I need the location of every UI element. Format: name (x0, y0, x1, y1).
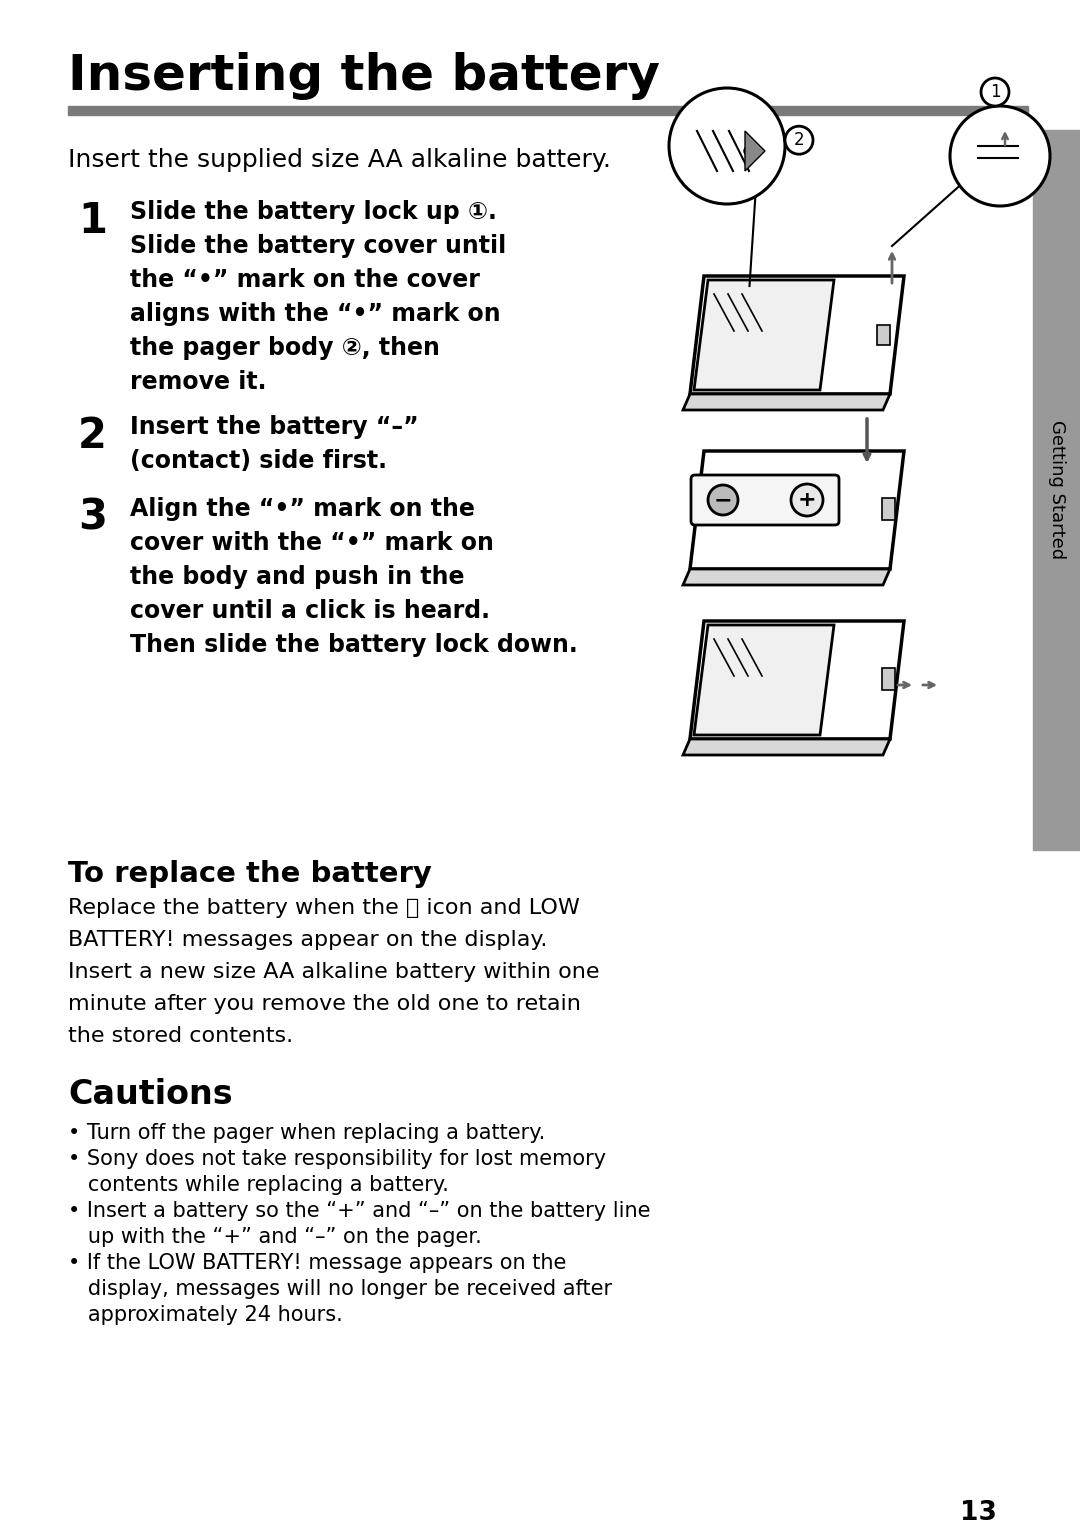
Text: display, messages will no longer be received after: display, messages will no longer be rece… (68, 1279, 612, 1299)
Text: Getting Started: Getting Started (1048, 420, 1066, 559)
Text: BATTERY! messages appear on the display.: BATTERY! messages appear on the display. (68, 930, 548, 950)
Circle shape (785, 126, 813, 155)
Text: contents while replacing a battery.: contents while replacing a battery. (68, 1175, 449, 1195)
Circle shape (744, 146, 754, 156)
Text: 3: 3 (78, 496, 107, 539)
Bar (68, 106, 1028, 115)
Polygon shape (690, 620, 904, 738)
Text: cover with the “•” mark on: cover with the “•” mark on (130, 532, 494, 555)
Text: • Insert a battery so the “+” and “–” on the battery line: • Insert a battery so the “+” and “–” on… (68, 1201, 650, 1221)
FancyBboxPatch shape (691, 475, 839, 525)
Text: Inserting the battery: Inserting the battery (68, 52, 660, 100)
Bar (882, 668, 895, 689)
Text: minute after you remove the old one to retain: minute after you remove the old one to r… (68, 994, 581, 1014)
Text: Insert the battery “–”: Insert the battery “–” (130, 415, 419, 440)
Text: the stored contents.: the stored contents. (68, 1026, 293, 1046)
Bar (1032, 130, 1080, 850)
Circle shape (669, 87, 785, 204)
Circle shape (981, 78, 1009, 106)
Text: Cautions: Cautions (68, 1079, 232, 1111)
Text: the “•” mark on the cover: the “•” mark on the cover (130, 268, 480, 293)
Polygon shape (683, 394, 890, 411)
Text: 2: 2 (794, 132, 805, 149)
Text: Slide the battery lock up ①.: Slide the battery lock up ①. (130, 201, 497, 224)
Bar (882, 498, 895, 519)
Text: Replace the battery when the ⨽ icon and LOW: Replace the battery when the ⨽ icon and … (68, 898, 580, 918)
Text: Align the “•” mark on the: Align the “•” mark on the (130, 496, 475, 521)
Text: 13: 13 (960, 1500, 997, 1526)
Text: the body and push in the: the body and push in the (130, 565, 464, 588)
Polygon shape (745, 132, 765, 172)
Text: Insert the supplied size AA alkaline battery.: Insert the supplied size AA alkaline bat… (68, 149, 611, 172)
Polygon shape (690, 276, 904, 394)
Text: To replace the battery: To replace the battery (68, 859, 432, 889)
Circle shape (950, 106, 1050, 205)
Polygon shape (694, 625, 834, 735)
Circle shape (708, 486, 738, 515)
Text: (contact) side first.: (contact) side first. (130, 449, 387, 473)
Text: +: + (798, 490, 816, 510)
Polygon shape (683, 568, 890, 585)
Text: Then slide the battery lock down.: Then slide the battery lock down. (130, 633, 578, 657)
Text: • If the LOW BATTERY! message appears on the: • If the LOW BATTERY! message appears on… (68, 1253, 566, 1273)
Text: 1: 1 (989, 83, 1000, 101)
Bar (877, 325, 890, 345)
Text: −: − (714, 490, 732, 510)
Text: cover until a click is heard.: cover until a click is heard. (130, 599, 490, 624)
Polygon shape (683, 738, 890, 755)
Circle shape (791, 484, 823, 516)
Text: Slide the battery cover until: Slide the battery cover until (130, 234, 507, 257)
Polygon shape (694, 280, 834, 391)
Text: remove it.: remove it. (130, 371, 267, 394)
Text: Insert a new size AA alkaline battery within one: Insert a new size AA alkaline battery wi… (68, 962, 599, 982)
Text: 1: 1 (78, 201, 107, 242)
Text: up with the “+” and “–” on the pager.: up with the “+” and “–” on the pager. (68, 1227, 482, 1247)
Text: the pager body ②, then: the pager body ②, then (130, 336, 440, 360)
Polygon shape (690, 450, 904, 568)
Text: • Sony does not take responsibility for lost memory: • Sony does not take responsibility for … (68, 1149, 606, 1169)
Text: approximately 24 hours.: approximately 24 hours. (68, 1305, 342, 1325)
Text: 2: 2 (78, 415, 107, 457)
Text: aligns with the “•” mark on: aligns with the “•” mark on (130, 302, 501, 326)
Text: • Turn off the pager when replacing a battery.: • Turn off the pager when replacing a ba… (68, 1123, 545, 1143)
